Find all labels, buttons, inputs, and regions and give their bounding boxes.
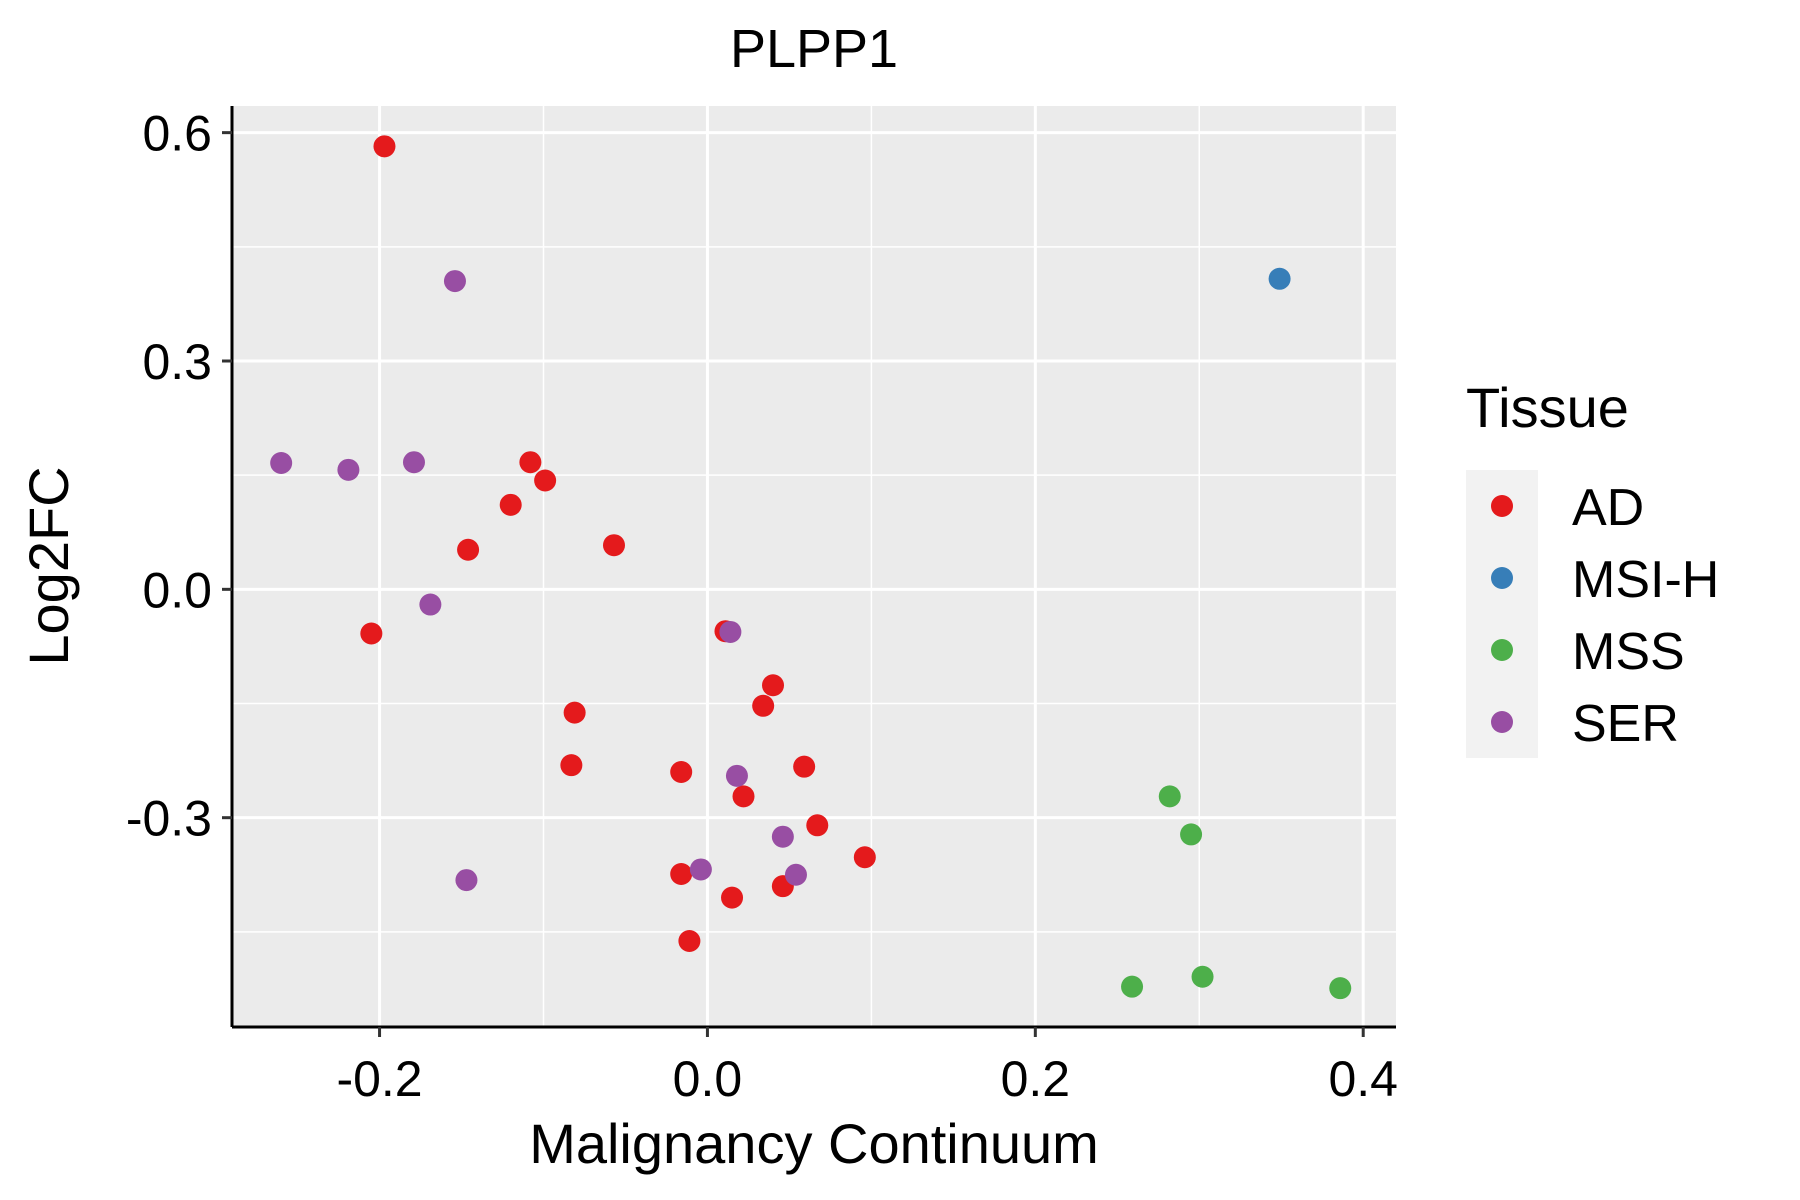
y-axis-title: Log2FC xyxy=(17,466,80,665)
y-tick-label: 0.3 xyxy=(142,334,212,390)
point-ad xyxy=(853,846,876,869)
point-ser xyxy=(337,458,360,481)
x-tick-label: 0.2 xyxy=(1001,1051,1071,1107)
legend-label-ad: AD xyxy=(1572,479,1644,537)
x-axis-title: Malignancy Continuum xyxy=(529,1112,1099,1175)
point-ad xyxy=(732,785,755,808)
legend-key-ad xyxy=(1491,495,1513,517)
point-ser xyxy=(689,858,712,881)
point-ad xyxy=(457,538,480,561)
point-ser xyxy=(443,270,466,293)
point-mss xyxy=(1158,785,1181,808)
point-ad xyxy=(793,755,816,778)
point-ser xyxy=(455,869,478,892)
point-ser xyxy=(719,620,742,643)
point-msi-h xyxy=(1268,267,1291,290)
point-ad xyxy=(534,469,557,492)
point-mss xyxy=(1180,823,1203,846)
point-ser xyxy=(270,451,293,474)
point-ad xyxy=(670,863,693,886)
legend-title: Tissue xyxy=(1466,376,1629,439)
legend: Tissue AD MSI-H MSS SER xyxy=(1466,376,1719,758)
point-mss xyxy=(1329,977,1352,1000)
point-ad xyxy=(563,701,586,724)
x-tick-label: -0.2 xyxy=(336,1051,422,1107)
legend-label-msi-h: MSI-H xyxy=(1572,551,1719,609)
data-points xyxy=(270,135,1352,1000)
point-ad xyxy=(602,534,625,557)
legend-key-ser xyxy=(1491,711,1513,733)
point-ser xyxy=(402,451,425,474)
legend-label-ser: SER xyxy=(1572,695,1679,753)
point-ad xyxy=(519,451,542,474)
point-ser xyxy=(419,593,442,616)
grid-minor xyxy=(232,106,1396,1027)
legend-items: AD MSI-H MSS SER xyxy=(1491,479,1719,753)
y-tick-label: -0.3 xyxy=(126,791,212,847)
tick-labels: -0.2 0.0 0.2 0.4 -0.3 0.0 0.3 0.6 xyxy=(126,106,1398,1107)
point-ad xyxy=(762,674,785,697)
x-tick-label: 0.4 xyxy=(1328,1051,1398,1107)
legend-key-background xyxy=(1466,470,1538,758)
grid-major xyxy=(232,106,1396,1027)
point-ad xyxy=(721,886,744,909)
point-ser xyxy=(771,825,794,848)
y-tick-label: 0.0 xyxy=(142,562,212,618)
point-ad xyxy=(670,761,693,784)
point-ad xyxy=(806,814,829,837)
axis-ticks xyxy=(222,131,1365,1037)
x-tick-label: 0.0 xyxy=(673,1051,743,1107)
point-mss xyxy=(1191,965,1214,988)
legend-key-mss xyxy=(1491,639,1513,661)
legend-key-msi-h xyxy=(1491,567,1513,589)
point-ad xyxy=(678,929,701,952)
point-mss xyxy=(1121,975,1144,998)
chart-title: PLPP1 xyxy=(730,19,898,79)
plot-panel xyxy=(232,106,1396,1027)
point-ad xyxy=(360,622,383,645)
point-ad xyxy=(499,493,522,516)
legend-label-mss: MSS xyxy=(1572,623,1685,681)
point-ad xyxy=(560,754,583,777)
point-ser xyxy=(725,764,748,787)
point-ad xyxy=(752,694,775,717)
point-ad xyxy=(373,135,396,158)
point-ser xyxy=(784,863,807,886)
y-tick-label: 0.6 xyxy=(142,106,212,162)
